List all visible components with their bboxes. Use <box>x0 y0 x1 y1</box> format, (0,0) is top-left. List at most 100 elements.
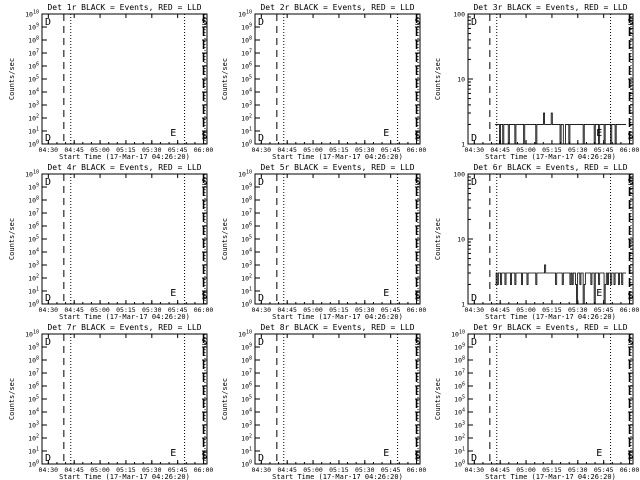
plot-frame <box>41 333 208 465</box>
y-tick-label: 109 <box>241 23 252 32</box>
marker-e: E <box>596 128 602 139</box>
y-tick-label: 100 <box>28 460 39 469</box>
marker-s-top: S <box>628 177 634 188</box>
marker-d-bottom: D <box>45 453 51 464</box>
x-tick-label: 05:45 <box>381 146 401 154</box>
y-tick-label: 1010 <box>238 330 252 339</box>
detector-chart-8: Det 8r BLACK = Events, RED = LLD 04:30 04:… <box>221 323 426 480</box>
y-tick-label: 105 <box>28 75 39 84</box>
marker-e: E <box>170 128 176 139</box>
y-axis-label: Counts/sec <box>8 58 16 100</box>
marker-s-bottom: S <box>628 291 634 302</box>
chart-title: Det 1r BLACK = Events, RED = LLD <box>47 3 201 12</box>
y-tick-label: 105 <box>28 395 39 404</box>
marker-d-bottom: D <box>258 453 264 464</box>
x-tick-label: 06:00 <box>194 146 214 154</box>
detector-chart-6: Det 6r BLACK = Events, RED = LLD 04:30 04:… <box>434 163 639 321</box>
x-tick-label: 05:15 <box>542 306 562 314</box>
marker-s-top: S <box>415 337 421 348</box>
x-tick-label: 04:45 <box>64 466 84 474</box>
marker-s-top: S <box>415 17 421 28</box>
marker-s-top: S <box>202 337 208 348</box>
marker-s-bottom: S <box>415 291 421 302</box>
y-tick-label: 104 <box>28 248 39 257</box>
x-tick-label: 06:00 <box>407 466 427 474</box>
y-tick-label: 103 <box>28 421 39 430</box>
x-tick-label: 05:00 <box>516 146 536 154</box>
y-tick-label: 101 <box>28 447 39 456</box>
x-tick-label: 04:45 <box>277 466 297 474</box>
marker-e: E <box>170 448 176 459</box>
x-tick-label: 06:00 <box>620 306 640 314</box>
marker-s-top: S <box>202 17 208 28</box>
x-tick-label: 05:00 <box>516 306 536 314</box>
chart-title: Det 7r BLACK = Events, RED = LLD <box>47 323 201 332</box>
marker-e: E <box>596 448 602 459</box>
y-tick-label: 107 <box>241 369 252 378</box>
x-tick-label: 05:00 <box>303 306 323 314</box>
chart-title: Det 5r BLACK = Events, RED = LLD <box>260 163 414 172</box>
y-tick-label: 1010 <box>238 10 252 19</box>
marker-e: E <box>596 288 602 299</box>
x-tick-label: 05:45 <box>168 466 188 474</box>
y-tick-label: 103 <box>28 261 39 270</box>
x-tick-label: 05:30 <box>142 146 162 154</box>
x-tick-label: 05:15 <box>329 146 349 154</box>
y-axis-label: Counts/sec <box>434 218 442 260</box>
x-axis-label: Start Time (17-Mar-17 04:26:20) <box>59 153 190 161</box>
y-axis-label: Counts/sec <box>434 58 442 100</box>
x-tick-label: 05:45 <box>381 306 401 314</box>
y-tick-label: 106 <box>28 382 39 391</box>
y-tick-label: 107 <box>241 209 252 218</box>
y-tick-label: 103 <box>454 421 465 430</box>
x-tick-label: 05:30 <box>142 466 162 474</box>
y-tick-label: 10 <box>457 236 465 244</box>
y-tick-label: 108 <box>241 196 252 205</box>
y-tick-label: 100 <box>241 460 252 469</box>
detector-chart-4: Det 4r BLACK = Events, RED = LLD 04:30 04:… <box>8 163 213 321</box>
marker-d-bottom: D <box>471 293 477 304</box>
marker-s-bottom: S <box>202 451 208 462</box>
y-tick-label: 100 <box>454 460 465 469</box>
x-axis-label: Start Time (17-Mar-17 04:26:20) <box>485 153 616 161</box>
y-tick-label: 106 <box>241 62 252 71</box>
y-axis-label: Counts/sec <box>221 58 229 100</box>
y-tick-label: 108 <box>454 356 465 365</box>
chart-title: Det 9r BLACK = Events, RED = LLD <box>473 323 627 332</box>
y-tick-label: 106 <box>241 382 252 391</box>
y-tick-label: 104 <box>241 408 252 417</box>
detector-chart-3: Det 3r BLACK = Events, RED = LLD 04:30 04:… <box>434 3 639 161</box>
x-tick-label: 05:30 <box>142 306 162 314</box>
x-axis-label: Start Time (17-Mar-17 04:26:20) <box>272 153 403 161</box>
plot-frame <box>41 173 208 305</box>
x-tick-label: 04:30 <box>252 466 272 474</box>
y-tick-label: 1 <box>461 301 465 309</box>
x-tick-label: 06:00 <box>620 146 640 154</box>
x-tick-label: 05:00 <box>303 146 323 154</box>
x-tick-label: 05:45 <box>594 146 614 154</box>
y-tick-label: 100 <box>453 11 465 19</box>
x-tick-label: 06:00 <box>620 466 640 474</box>
y-tick-label: 106 <box>28 62 39 71</box>
x-tick-label: 05:45 <box>594 306 614 314</box>
y-tick-label: 106 <box>28 222 39 231</box>
chart-title: Det 4r BLACK = Events, RED = LLD <box>47 163 201 172</box>
marker-e: E <box>383 448 389 459</box>
y-tick-label: 100 <box>28 300 39 309</box>
marker-d-top: D <box>258 177 264 188</box>
y-tick-label: 1 <box>461 141 465 149</box>
marker-d-top: D <box>471 177 477 188</box>
x-tick-label: 04:30 <box>465 146 485 154</box>
y-tick-label: 107 <box>28 49 39 58</box>
x-tick-label: 05:30 <box>355 306 375 314</box>
marker-e: E <box>383 128 389 139</box>
chart-title: Det 3r BLACK = Events, RED = LLD <box>473 3 627 12</box>
marker-e: E <box>170 288 176 299</box>
y-tick-label: 102 <box>454 434 465 443</box>
y-tick-label: 100 <box>28 140 39 149</box>
x-axis-label: Start Time (17-Mar-17 04:26:20) <box>485 313 616 321</box>
marker-d-top: D <box>471 17 477 28</box>
marker-s-bottom: S <box>202 131 208 142</box>
x-tick-label: 05:45 <box>168 306 188 314</box>
marker-d-bottom: D <box>471 133 477 144</box>
